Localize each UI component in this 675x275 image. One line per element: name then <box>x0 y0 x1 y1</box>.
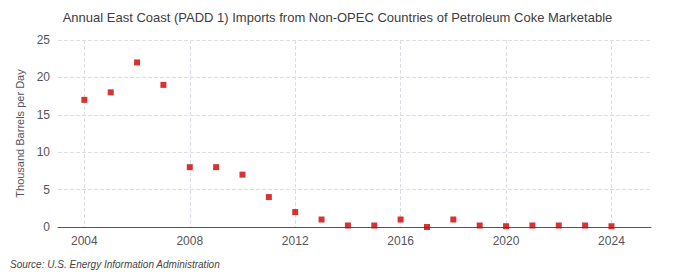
svg-text:2008: 2008 <box>176 234 203 248</box>
svg-text:2004: 2004 <box>71 234 98 248</box>
svg-text:5: 5 <box>43 183 50 197</box>
svg-text:0: 0 <box>43 220 50 234</box>
svg-text:Thousand Barrels per Day: Thousand Barrels per Day <box>14 69 26 198</box>
svg-text:20: 20 <box>37 70 51 84</box>
svg-text:15: 15 <box>37 108 51 122</box>
svg-text:25: 25 <box>37 33 51 47</box>
svg-text:Annual East Coast (PADD 1) Imp: Annual East Coast (PADD 1) Imports from … <box>63 10 613 25</box>
svg-text:2012: 2012 <box>282 234 309 248</box>
svg-text:2016: 2016 <box>387 234 414 248</box>
svg-text:Source: U.S. Energy Informatio: Source: U.S. Energy Information Administ… <box>10 259 220 270</box>
svg-text:10: 10 <box>37 145 51 159</box>
svg-text:2020: 2020 <box>493 234 520 248</box>
svg-text:2024: 2024 <box>598 234 625 248</box>
